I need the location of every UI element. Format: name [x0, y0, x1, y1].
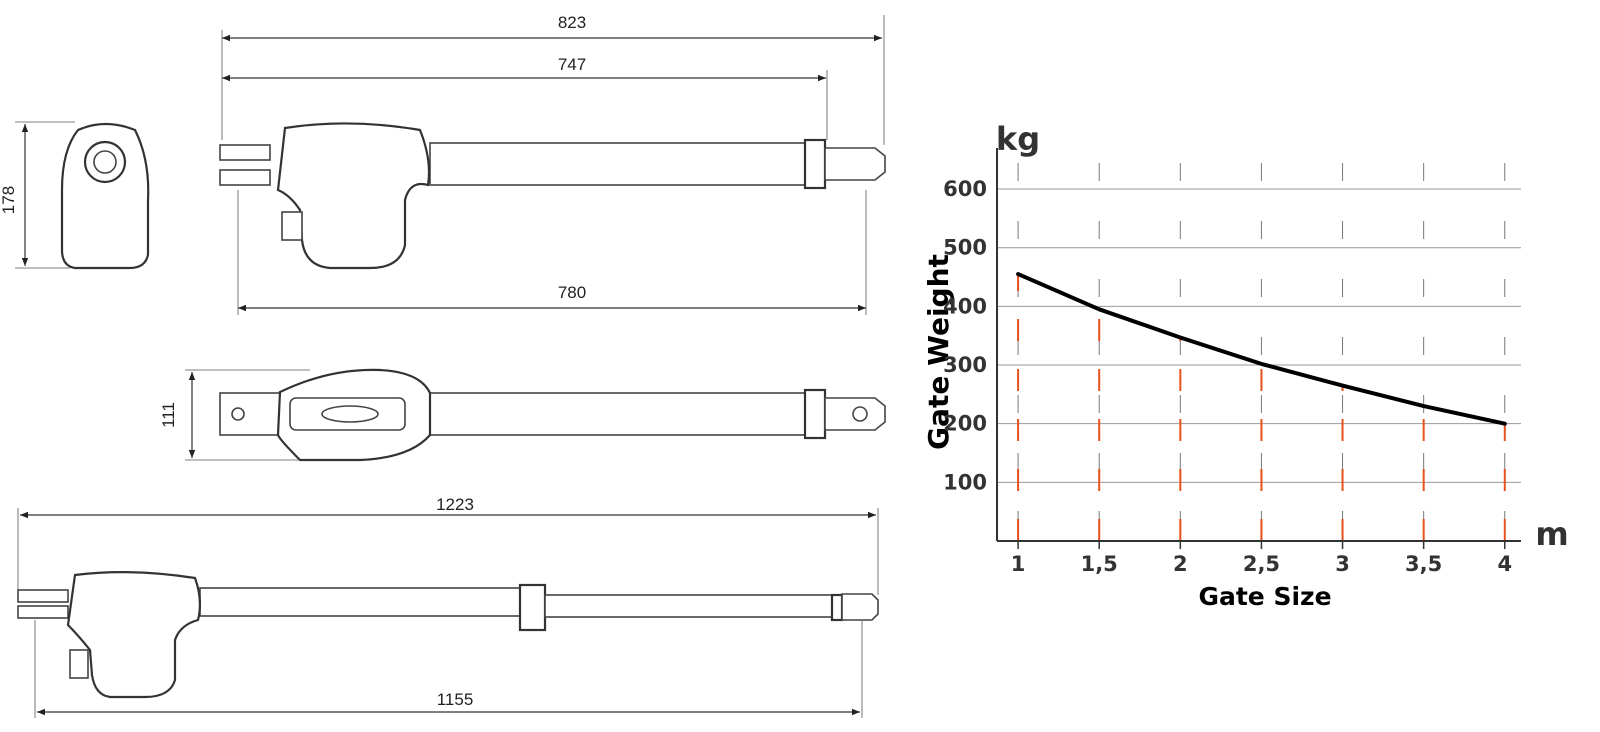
y-axis-title: Gate Weight: [922, 254, 955, 450]
x-tick-label: 4: [1497, 552, 1512, 576]
y-tick-label: 100: [943, 470, 987, 494]
x-tick-label: 2,5: [1243, 552, 1280, 576]
x-tick-label: 3,5: [1405, 552, 1442, 576]
dimension-label: 780: [558, 283, 586, 302]
y-tick-label: 500: [943, 236, 987, 260]
technical-drawing: 823 747 780 178 111: [0, 13, 886, 718]
actuator-plan: 111: [159, 368, 886, 462]
actuator-extended: 1223 1155: [17, 495, 879, 718]
x-tick-label: 3: [1335, 552, 1350, 576]
dimension-label: 178: [0, 186, 18, 214]
x-tick-label: 2: [1173, 552, 1188, 576]
x-tick-label: 1: [1011, 552, 1026, 576]
y-tick-label: 400: [943, 294, 987, 318]
y-tick-label: 600: [943, 177, 987, 201]
dimension-label: 111: [159, 402, 178, 428]
x-tick-label: 1,5: [1081, 552, 1118, 576]
y-tick-label: 200: [943, 412, 987, 436]
dimension-label: 1155: [437, 690, 474, 709]
x-axis-title: Gate Size: [1198, 582, 1331, 611]
y-tick-label: 300: [943, 353, 987, 377]
dimension-label: 823: [558, 13, 586, 32]
actuator-side: 178: [0, 121, 150, 270]
dimension-label: 1223: [436, 495, 474, 514]
data-line: [1016, 272, 1507, 426]
dimension-label: 747: [558, 55, 586, 74]
actuator-top: 823 747 780: [219, 13, 886, 315]
y-unit: kg: [996, 120, 1040, 158]
chart: kg m Gate Weight Gate Size 100 200 300 400 5…: [922, 120, 1569, 611]
x-unit: m: [1535, 515, 1568, 553]
